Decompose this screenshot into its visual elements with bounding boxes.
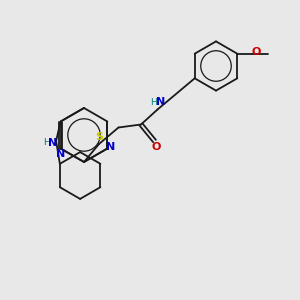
Text: O: O <box>251 47 261 57</box>
Text: N: N <box>106 142 116 152</box>
Text: H: H <box>43 138 50 147</box>
Text: N: N <box>56 149 65 159</box>
Text: N: N <box>156 97 165 107</box>
Text: O: O <box>151 142 161 152</box>
Text: S: S <box>95 132 103 142</box>
Text: N: N <box>49 137 58 148</box>
Text: H: H <box>150 98 158 106</box>
